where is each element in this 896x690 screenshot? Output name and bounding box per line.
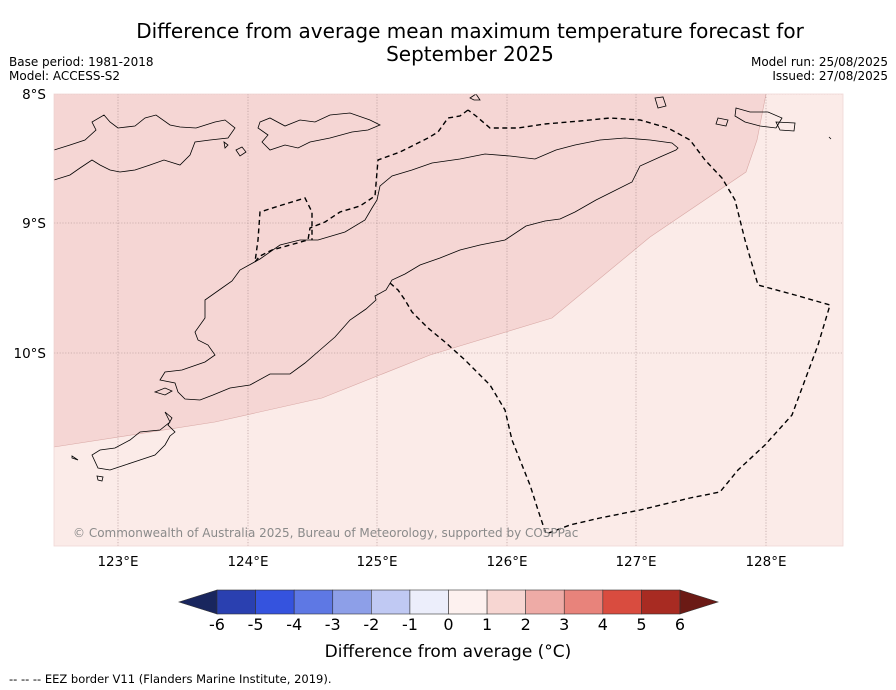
issued-date: Issued: 27/08/2025 — [772, 69, 888, 83]
colorbar-bin — [216, 589, 256, 615]
small-island-coastline — [654, 96, 667, 109]
small-island-coastline — [828, 136, 832, 140]
lon-label: 124°E — [227, 554, 268, 570]
coastlines — [54, 94, 832, 482]
colorbar-bin — [486, 589, 526, 615]
colorbar-tick-label: 6 — [675, 615, 685, 634]
model-run: Model run: 25/08/2025 — [750, 55, 888, 69]
model-name: Model: ACCESS-S2 — [9, 69, 121, 83]
meta-right: Model run: 25/08/2025 Issued: 27/08/2025 — [751, 55, 888, 83]
lat-label: 10°S — [14, 346, 47, 362]
colorbar-tick-label: -1 — [402, 615, 418, 634]
small-island-coastline — [96, 475, 104, 482]
chart-title: Difference from average mean maximum tem… — [0, 20, 896, 66]
lon-label: 125°E — [356, 554, 397, 570]
colorbar-bin — [448, 589, 488, 615]
colorbar-tick-label: 4 — [598, 615, 608, 634]
small-island-coastline — [715, 117, 729, 127]
copyright-notice: © Commonwealth of Australia 2025, Bureau… — [73, 526, 579, 540]
timor-coastline — [159, 137, 679, 401]
colorbar-tick-label: -3 — [325, 615, 341, 634]
lon-label: 126°E — [486, 554, 527, 570]
colorbar-tick-label: 5 — [636, 615, 646, 634]
alor-coastline — [257, 112, 381, 151]
colorbar-tick-label: -4 — [286, 615, 302, 634]
colorbar-bin — [409, 589, 449, 615]
small-island-coastline — [153, 387, 173, 396]
lon-label: 123°E — [97, 554, 138, 570]
colorbar-title: Difference from average (°C) — [324, 642, 572, 662]
babar-coastline — [734, 107, 783, 129]
small-island-coastline — [775, 121, 796, 132]
eez-border — [253, 109, 831, 535]
colorbar-bin — [602, 589, 642, 615]
map-frame — [53, 93, 844, 547]
colorbar-bin — [293, 589, 334, 615]
lon-label: 128°E — [745, 554, 786, 570]
lat-label: 8°S — [22, 87, 46, 103]
colorbar-tick-label: 2 — [521, 615, 531, 634]
lat-label: 9°S — [22, 216, 46, 232]
colorbar-tick-label: 1 — [482, 615, 492, 634]
meta-left: Base period: 1981-2018 Model: ACCESS-S2 — [9, 55, 154, 83]
colorbar-bin — [255, 589, 295, 615]
colorbar-tick-label: -5 — [248, 615, 264, 634]
flores-coastline — [54, 114, 236, 181]
colorbar-extend-high — [679, 589, 719, 615]
colorbar-bin — [332, 589, 372, 615]
wetar-coastline — [469, 94, 481, 101]
colorbar-bin — [371, 589, 411, 615]
small-island-coastline — [235, 146, 247, 157]
rote-coastline — [91, 411, 176, 471]
colorbar-tick-label: 3 — [559, 615, 569, 634]
lon-label: 127°E — [615, 554, 656, 570]
base-period: Base period: 1981-2018 — [9, 55, 154, 69]
colorbar: -6 -5 -4 -3 -2 -1 0 1 2 3 4 5 6 — [178, 589, 719, 634]
eez-footnote: -- -- -- EEZ border V11 (Flanders Marine… — [9, 672, 332, 686]
anomaly-zone-1-to-2 — [54, 94, 767, 448]
small-island-coastline — [223, 141, 229, 149]
colorbar-bin — [641, 589, 681, 615]
colorbar-tick-label: -6 — [209, 615, 225, 634]
title-line-1: Difference from average mean maximum tem… — [136, 19, 804, 43]
colorbar-extend-low — [178, 589, 218, 615]
colorbar-tick-label: 0 — [443, 615, 453, 634]
small-island-coastline — [71, 455, 79, 461]
title-line-2: September 2025 — [386, 42, 554, 66]
colorbar-tick-label: -2 — [363, 615, 379, 634]
colorbar-bin — [525, 589, 565, 615]
colorbar-bin — [563, 589, 604, 615]
